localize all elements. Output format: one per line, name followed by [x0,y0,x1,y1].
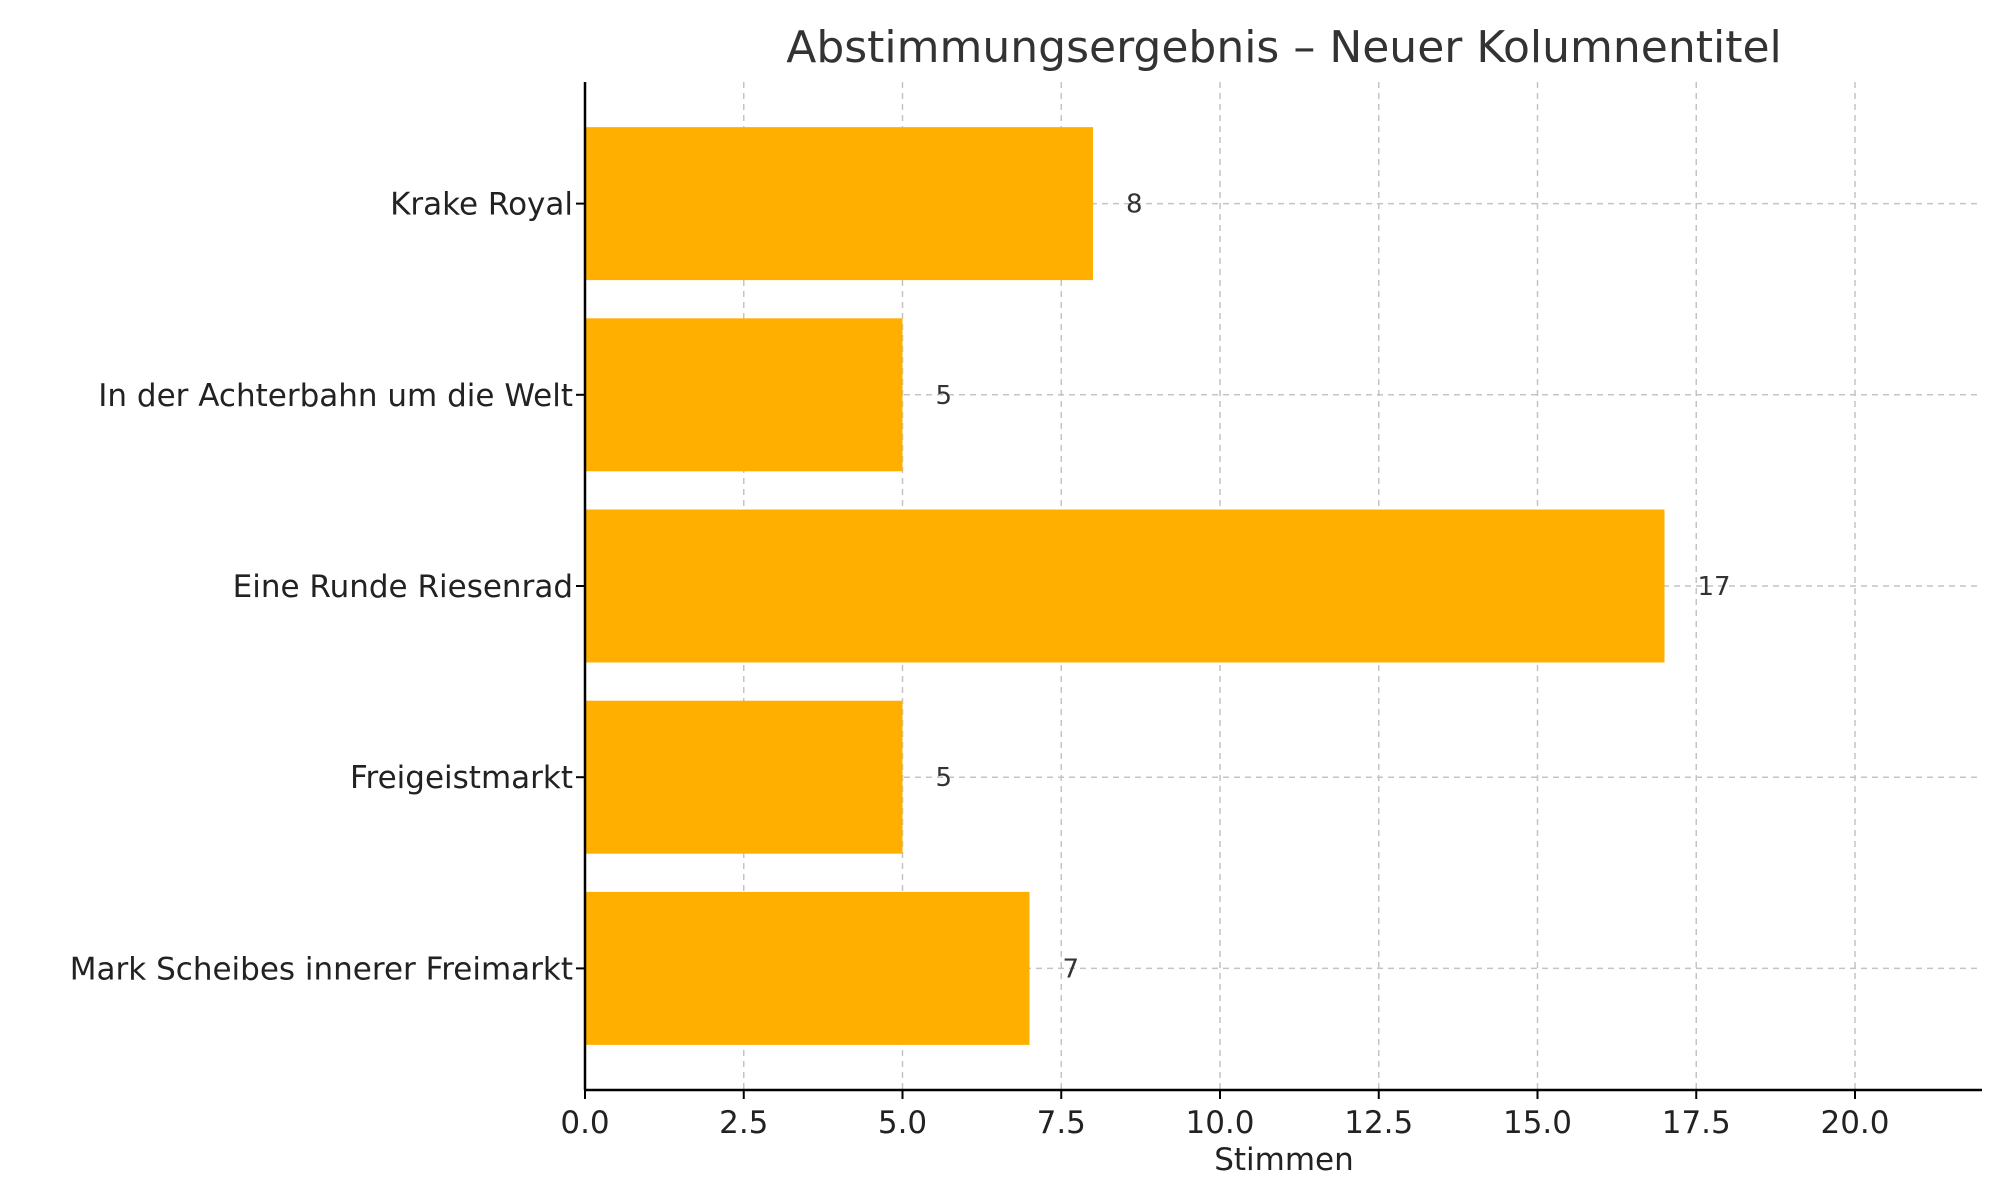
category-label: Eine Runde Riesenrad [233,569,573,605]
bar-layer [585,127,1665,1045]
x-tick-label: 2.5 [719,1105,768,1141]
value-label: 5 [936,381,953,411]
value-label: 5 [936,763,953,793]
category-label: In der Achterbahn um die Welt [98,378,573,414]
x-tick-label: 17.5 [1662,1105,1731,1141]
value-label: 17 [1698,572,1731,602]
value-label: 7 [1063,954,1080,984]
bar [585,891,1030,1045]
bar [585,318,903,472]
bar [585,700,903,854]
chart-title: Abstimmungsergebnis – Neuer Kolumnentite… [786,22,1782,73]
x-tick-label: 7.5 [1037,1105,1086,1141]
category-label: Mark Scheibes innerer Freimarkt [70,951,573,987]
bar [585,509,1665,663]
x-tick-label: 12.5 [1344,1105,1413,1141]
x-tick-label: 0.0 [560,1105,609,1141]
value-label: 8 [1126,190,1143,220]
bar [585,127,1093,281]
x-tick-label: 15.0 [1503,1105,1572,1141]
label-layer: 0.0 2.5 5.0 7.5 10.0 12.5 15.0 17.5 20.0 Krake Ro… [70,187,1890,1141]
category-label: Freigeistmarkt [350,760,573,796]
x-axis-label: Stimmen [1214,1142,1354,1178]
x-tick-label: 5.0 [878,1105,927,1141]
category-label: Krake Royal [390,187,573,223]
x-tick-label: 20.0 [1820,1105,1889,1141]
axis-layer [576,82,1982,1099]
x-tick-label: 10.0 [1185,1105,1254,1141]
